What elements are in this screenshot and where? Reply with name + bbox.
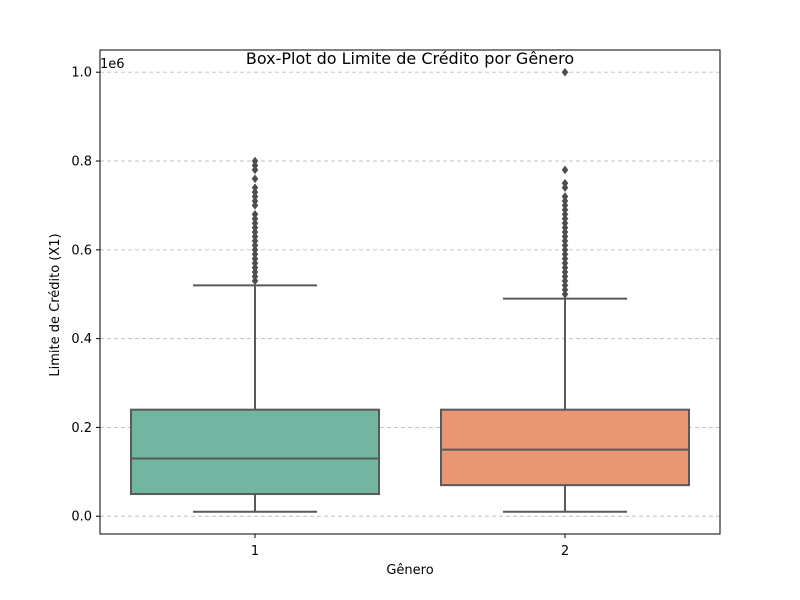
iqr-box [130,408,380,496]
outlier-point [251,240,259,250]
outlier-point [251,183,259,193]
outlier-point [561,240,569,250]
outlier-point [561,200,569,210]
outlier-point [561,272,569,281]
outlier-point [561,196,569,206]
outlier-point [561,263,569,272]
outlier-point [251,236,259,246]
outlier-point [561,209,569,219]
outlier-point [251,272,259,281]
outlier-point [561,276,569,286]
outlier-point [561,249,569,259]
outlier-point [561,227,569,237]
outlier-point [561,232,569,241]
y-scale-label: 1e6 [100,57,125,72]
outlier-point [251,200,259,210]
outlier-point [561,205,569,215]
outlier-point [251,156,259,166]
outlier-point [561,218,569,228]
outlier-point [251,192,259,201]
y-tick-label: 1.0 [71,66,92,81]
y-tick-label: 0.6 [71,243,92,258]
outlier-point [561,280,569,290]
outlier-point [561,289,569,299]
outlier-point [251,245,259,255]
outlier-point [251,174,259,184]
outlier-point [561,67,569,77]
outlier-point [251,209,259,219]
y-tick-label: 0.0 [71,510,92,525]
x-tick-label: 1 [251,544,259,559]
outlier-point [561,267,569,277]
outlier-point [561,258,569,268]
outlier-point [561,192,569,201]
outlier-point [251,218,259,228]
box-group-1 [130,156,380,513]
outlier-point [251,254,259,264]
outlier-point [251,196,259,206]
x-tick-label: 2 [561,544,569,559]
outlier-point [251,227,259,237]
outlier-point [561,223,569,233]
outlier-point [561,214,569,224]
plot-frame [99,49,721,535]
outlier-point [561,285,569,295]
y-tick-label: 0.2 [71,421,92,436]
grid-layer [100,71,720,517]
outlier-point [251,263,259,272]
outlier-point [251,258,259,268]
outlier-point [251,165,259,175]
outlier-point [561,183,569,193]
outlier-point [251,214,259,224]
outlier-point [561,254,569,264]
outlier-point [251,232,259,241]
outlier-point [251,223,259,233]
y-tick-label: 0.8 [71,155,92,170]
x-axis-label: Gênero [386,563,433,578]
outlier-point [561,178,569,188]
outlier-point [561,236,569,246]
y-axis-label: Limite de Crédito (X1) [48,233,63,376]
chart-title: Box-Plot do Limite de Crédito por Gênero [246,49,574,68]
y-axis-ticks: 0.0 0.2 0.4 0.6 0.8 1.0 [71,66,100,525]
outlier-point [251,249,259,259]
outlier-point [561,165,569,175]
y-tick-label: 0.4 [71,332,92,347]
box-group-2 [440,67,690,513]
outlier-point [251,276,259,286]
outlier-point [251,187,259,197]
box-layer [130,67,690,513]
outlier-point [251,267,259,277]
iqr-box [440,408,690,487]
outlier-point [251,161,259,170]
outlier-point [561,245,569,255]
